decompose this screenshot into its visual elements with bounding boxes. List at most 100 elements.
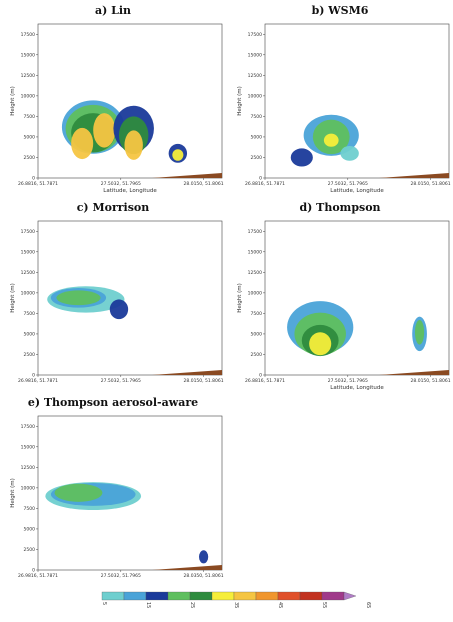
y-tick-label: 17500 xyxy=(21,32,35,38)
y-tick-label: 0 xyxy=(259,176,262,182)
panel-title: a) Lin xyxy=(94,4,132,17)
y-tick-label: 0 xyxy=(32,568,35,574)
y-axis-label: Height (m) xyxy=(10,86,16,116)
terrain xyxy=(379,370,449,375)
reflectivity-cell xyxy=(323,133,339,147)
y-axis-label: Height (m) xyxy=(10,283,16,313)
plot-frame xyxy=(264,220,450,376)
chart-plot: 0 2500 5000 7500 10000 12500 15000 17500 Height … xyxy=(10,220,224,384)
reflectivity-cell xyxy=(309,332,332,356)
x-tick-label: 28.0350, 51.8061 xyxy=(184,573,224,579)
panel-lin: a) Lin 0 2500 5000 7500 10000 12500 15000 17500… xyxy=(0,0,226,195)
x-tick-label: 28.0150, 51.8061 xyxy=(184,378,224,384)
y-tick-label: 2500 xyxy=(251,155,263,161)
x-tick-label: 27.5032, 51.7965 xyxy=(328,378,368,384)
panel-morrison: c) Morrison 0 2500 5000 7500 10000 12500 15000… xyxy=(0,197,226,392)
y-tick-label: 2500 xyxy=(251,352,263,358)
y-tick-label: 7500 xyxy=(251,311,263,317)
colorbar-extend-arrow xyxy=(343,591,357,601)
y-tick-label: 17500 xyxy=(21,424,35,430)
chart-plot: 0 2500 5000 7500 10000 12500 15000 17500 Height … xyxy=(237,23,451,194)
y-tick-label: 15000 xyxy=(248,249,262,255)
y-tick-label: 2500 xyxy=(24,352,36,358)
plot-frame xyxy=(37,415,223,571)
y-tick-label: 12500 xyxy=(21,270,35,276)
panel-thompson-aerosol: e) Thompson aerosol-aware 0 2500 5000 7500 1… xyxy=(0,392,226,587)
plot-frame xyxy=(264,23,450,179)
y-tick-label: 2500 xyxy=(24,547,36,553)
colorbar-segment xyxy=(145,591,169,601)
x-tick-label: 28.0150, 51.8061 xyxy=(411,181,451,187)
reflectivity-cell xyxy=(93,113,116,148)
terrain xyxy=(152,565,222,570)
colorbar-segment xyxy=(255,591,279,601)
y-tick-label: 5000 xyxy=(251,134,263,140)
plot-frame xyxy=(37,23,223,179)
panel-wsm6: b) WSM6 0 2500 5000 7500 10000 12500 15000 1750… xyxy=(227,0,453,195)
x-axis-label: Latitude, Longitude xyxy=(330,385,384,391)
terrain xyxy=(152,173,222,178)
colorbar-tick-label: 15 xyxy=(145,602,151,608)
panel-title: c) Morrison xyxy=(76,201,150,214)
colorbar-tick-label: 35 xyxy=(233,602,239,608)
colorbar-segment xyxy=(101,591,125,601)
y-tick-label: 12500 xyxy=(21,73,35,79)
y-tick-label: 17500 xyxy=(21,229,35,235)
y-tick-label: 5000 xyxy=(251,331,263,337)
x-tick-label: 28.0150, 51.8061 xyxy=(184,181,224,187)
y-tick-label: 7500 xyxy=(24,311,36,317)
colorbar-tick-label: 45 xyxy=(277,602,283,608)
y-tick-label: 15000 xyxy=(21,249,35,255)
reflectivity-cell xyxy=(199,550,209,564)
x-tick-label: 28.0150, 51.8061 xyxy=(411,378,451,384)
y-axis-label: Height (m) xyxy=(237,283,243,313)
x-tick-label: 27.5032, 51.7965 xyxy=(101,573,141,579)
x-tick-label: 26.9816, 51.7871 xyxy=(18,378,58,384)
y-tick-label: 12500 xyxy=(248,73,262,79)
colorbar: 5 15 25 35 45 55 65 xyxy=(96,588,386,618)
colorbar-segment xyxy=(299,591,323,601)
x-tick-label: 26.8816, 51.7871 xyxy=(245,181,285,187)
y-tick-label: 2500 xyxy=(24,155,36,161)
colorbar-segment xyxy=(321,591,345,601)
chart-plot: 0 2500 5000 7500 10000 12500 15000 17500 Height … xyxy=(10,415,224,579)
panel-thompson: d) Thompson 0 2500 5000 7500 10000 12500 15000… xyxy=(227,197,453,392)
reflectivity-cell xyxy=(172,149,184,161)
y-tick-label: 7500 xyxy=(24,506,36,512)
x-axis-label: Latitude, Longitude xyxy=(103,188,157,194)
y-tick-label: 5000 xyxy=(24,526,36,532)
panel-title: d) Thompson xyxy=(299,201,381,214)
reflectivity-cell xyxy=(56,290,101,306)
y-tick-label: 12500 xyxy=(21,465,35,471)
colorbar-segment xyxy=(233,591,257,601)
y-tick-label: 5000 xyxy=(24,331,36,337)
y-tick-label: 17500 xyxy=(248,229,262,235)
colorbar-segment xyxy=(211,591,235,601)
y-tick-label: 0 xyxy=(259,373,262,379)
x-axis-label: Latitude, Longitude xyxy=(330,188,384,194)
colorbar-segment xyxy=(123,591,147,601)
y-tick-label: 0 xyxy=(32,176,35,182)
chart-plot: 0 2500 5000 7500 10000 12500 15000 17500 Height … xyxy=(237,220,451,391)
x-tick-label: 26.8816, 51.7871 xyxy=(245,378,285,384)
colorbar-tick-label: 65 xyxy=(365,602,371,608)
colorbar-tick-label: 55 xyxy=(321,602,327,608)
reflectivity-cell xyxy=(290,148,313,167)
y-axis-label: Height (m) xyxy=(237,86,243,116)
y-tick-label: 0 xyxy=(32,373,35,379)
panel-title: e) Thompson aerosol-aware xyxy=(27,396,199,409)
chart-plot: 0 2500 5000 7500 10000 12500 15000 17500 Height … xyxy=(10,23,224,194)
reflectivity-cell xyxy=(340,145,359,161)
x-tick-label: 27.5032, 51.7965 xyxy=(101,378,141,384)
colorbar-svg: 5 15 25 35 45 55 65 xyxy=(101,591,371,608)
x-tick-label: 26.9816, 51.7871 xyxy=(18,573,58,579)
x-tick-label: 27.5032, 51.7965 xyxy=(328,181,368,187)
reflectivity-cell xyxy=(71,127,94,160)
y-tick-label: 15000 xyxy=(21,444,35,450)
y-tick-label: 15000 xyxy=(248,52,262,58)
reflectivity-cell xyxy=(124,130,143,160)
reflectivity-cell xyxy=(414,319,425,345)
terrain xyxy=(152,370,222,375)
y-tick-label: 10000 xyxy=(248,290,262,296)
y-tick-label: 17500 xyxy=(248,32,262,38)
